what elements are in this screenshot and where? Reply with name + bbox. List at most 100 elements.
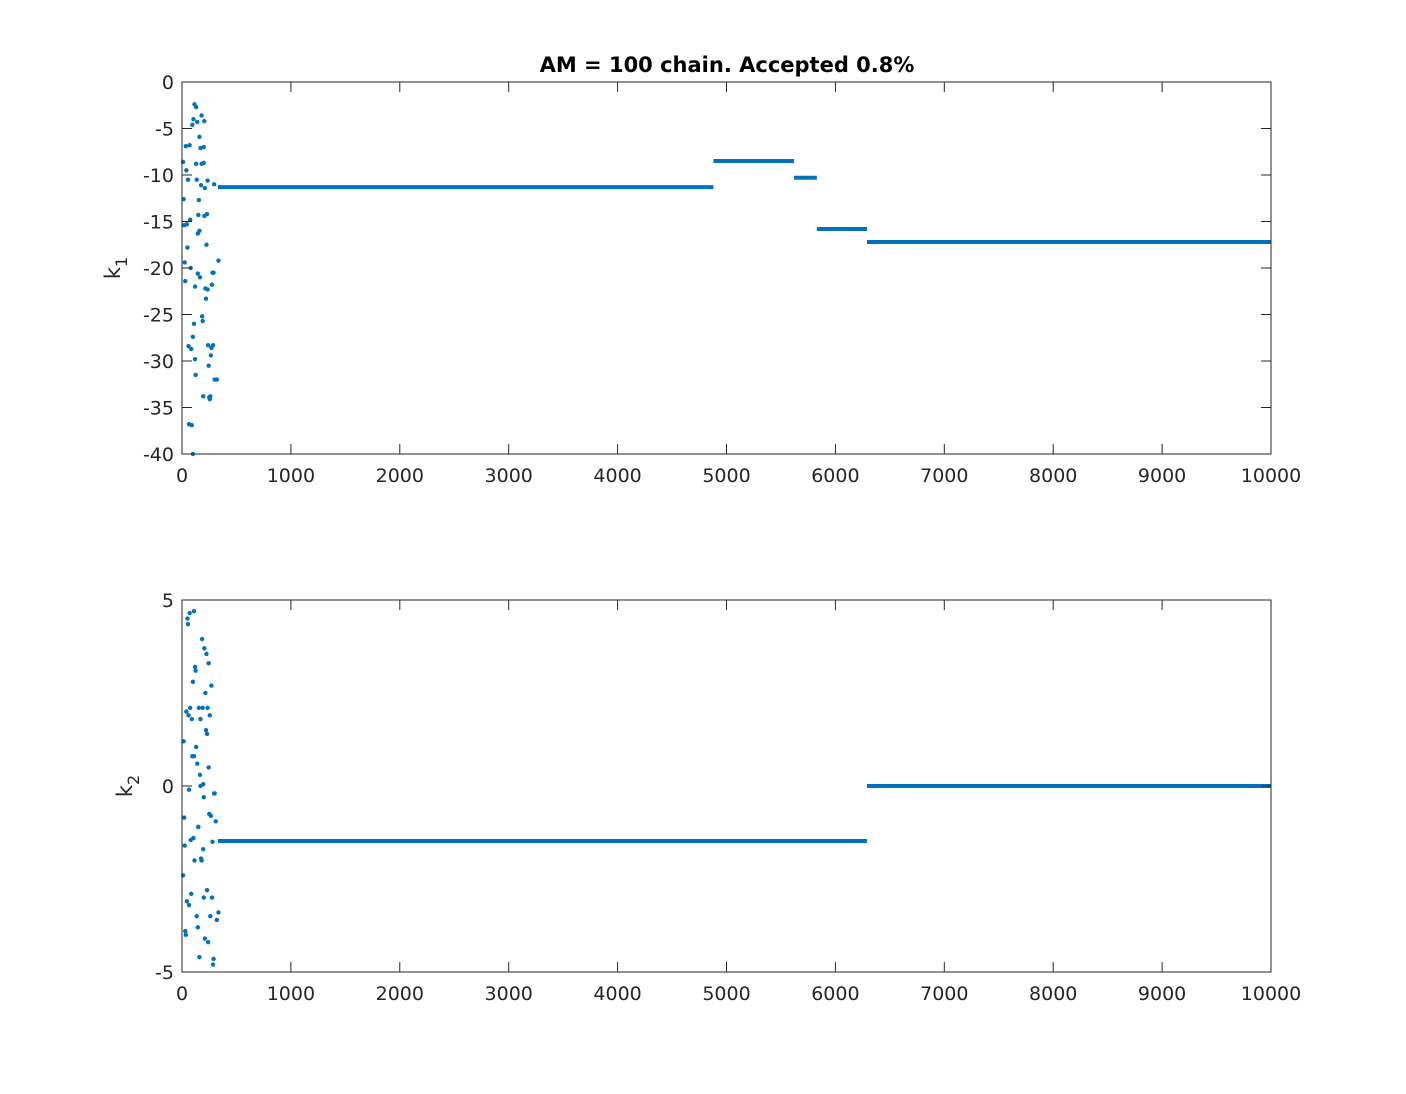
k1-sample-point <box>182 260 187 265</box>
k2-ylabel-main: k <box>113 784 137 797</box>
k1-xtick-label: 7000 <box>920 465 968 487</box>
k2-sample-point <box>204 651 209 657</box>
k2-ytick-label: 0 <box>162 776 174 798</box>
k1-sample-point <box>192 356 198 362</box>
k1-sample-point <box>202 185 208 191</box>
k2-sample-point <box>181 739 186 744</box>
k1-sample-point <box>201 144 206 150</box>
k1-sample-point <box>181 196 186 202</box>
k1-ytick-label: -5 <box>155 119 174 141</box>
k1-sample-point <box>199 161 204 167</box>
k1-data-layer <box>180 102 1271 457</box>
k2-sample-point <box>209 683 214 688</box>
k1-sample-point <box>187 217 193 222</box>
k2-sample-point <box>182 843 187 848</box>
k1-ytick-label: -20 <box>143 258 174 280</box>
k1-ticks: 0 1000 2000 3000 4000 5000 6000 7000 8000 9000 100… <box>143 72 1301 487</box>
k1-ylabel-main: k <box>101 266 125 279</box>
k2-sample-point <box>185 621 191 627</box>
k1-sample-point <box>195 271 200 276</box>
k2-sample-point <box>207 713 212 718</box>
k1-sample-point <box>183 278 188 284</box>
k2-sample-point <box>187 610 192 616</box>
k2-sample-point <box>181 815 187 820</box>
k2-sample-point <box>196 705 202 711</box>
k2-xtick-label: 6000 <box>811 983 859 1005</box>
k2-xtick-label: 10000 <box>1241 983 1301 1005</box>
k2-sample-point <box>210 839 215 844</box>
k1-sample-point <box>211 182 217 187</box>
k1-sample-point <box>193 161 199 167</box>
k1-sample-point <box>185 245 190 250</box>
k2-sample-point <box>200 705 205 711</box>
k2-sample-point <box>204 887 210 893</box>
k2-sample-point <box>198 716 203 722</box>
k2-sample-point <box>201 895 206 900</box>
k2-sample-point <box>189 716 195 722</box>
k2-xtick-label: 4000 <box>593 983 641 1005</box>
k1-sample-point <box>192 284 198 289</box>
k1-ytick-label: 0 <box>162 72 174 94</box>
k2-sample-point <box>206 765 211 770</box>
k1-sample-point <box>191 117 196 122</box>
k2-sample-point <box>205 940 211 945</box>
k2-sample-point <box>204 731 210 737</box>
k1-ytick-label: -30 <box>143 351 174 373</box>
k2-sample-point <box>190 679 196 685</box>
k1-sample-point <box>184 168 189 173</box>
k2-sample-point <box>205 705 210 711</box>
k2-ylabel: k2 <box>113 775 143 797</box>
k2-sample-point <box>201 781 206 787</box>
k2-sample-point <box>216 910 221 915</box>
k1-sample-point <box>205 287 210 292</box>
k1-sample-point <box>187 143 192 148</box>
k1-sample-point <box>194 177 199 182</box>
k1-ytick-label: -40 <box>143 444 174 466</box>
k1-xtick-label: 0 <box>176 465 188 487</box>
k1-sample-point <box>203 296 209 301</box>
k1-sample-point <box>184 222 190 227</box>
k2-sample-point <box>213 819 218 824</box>
k2-sample-point <box>183 932 189 937</box>
k1-sample-point <box>205 178 210 183</box>
k1-sample-point <box>189 346 194 352</box>
k2-sample-point <box>196 824 201 830</box>
k1-sample-point <box>193 372 198 378</box>
k2-sample-point <box>199 858 204 863</box>
k2-sample-point <box>191 608 197 614</box>
k1-ytick-label: -35 <box>143 398 174 420</box>
k2-sample-point <box>186 902 192 908</box>
k1-sample-point <box>195 119 200 125</box>
k1-sample-point <box>209 282 215 287</box>
k1-sample-point <box>208 394 213 399</box>
k2-sample-point <box>191 754 197 759</box>
k2-sample-point <box>189 891 194 897</box>
k2-sample-point <box>183 928 188 934</box>
k2-xtick-label: 0 <box>176 983 188 1005</box>
k2-sample-point <box>191 835 196 841</box>
k1-sample-point <box>216 258 221 263</box>
k1-xtick-label: 6000 <box>811 465 859 487</box>
k1-xtick-label: 4000 <box>593 465 641 487</box>
k2-sample-point <box>197 772 203 778</box>
k2-ylabel-sub: 2 <box>124 775 143 785</box>
k2-sample-point <box>192 664 198 670</box>
k1-sample-point <box>196 212 201 218</box>
k2-sample-point <box>185 616 190 621</box>
k2-sample-point <box>208 813 214 818</box>
k1-xtick-label: 1000 <box>267 465 315 487</box>
k1-sample-point <box>196 197 202 203</box>
k1-sample-point <box>193 104 199 110</box>
k2-sample-point <box>210 962 216 967</box>
k2-ytick-label: 5 <box>162 590 174 612</box>
k2-ytick-label: -5 <box>155 962 174 984</box>
k1-sample-point <box>198 183 204 188</box>
k1-sample-point <box>202 118 207 124</box>
k1-sample-point <box>195 231 200 236</box>
k1-ytick-label: -15 <box>143 212 174 234</box>
subplot-k2: 0 1000 2000 3000 4000 5000 6000 7000 8000 9000 100… <box>113 590 1301 1005</box>
k1-sample-point <box>185 177 191 182</box>
k2-xtick-label: 9000 <box>1138 983 1186 1005</box>
k2-xtick-label: 5000 <box>702 983 750 1005</box>
k2-sample-point <box>184 899 190 904</box>
